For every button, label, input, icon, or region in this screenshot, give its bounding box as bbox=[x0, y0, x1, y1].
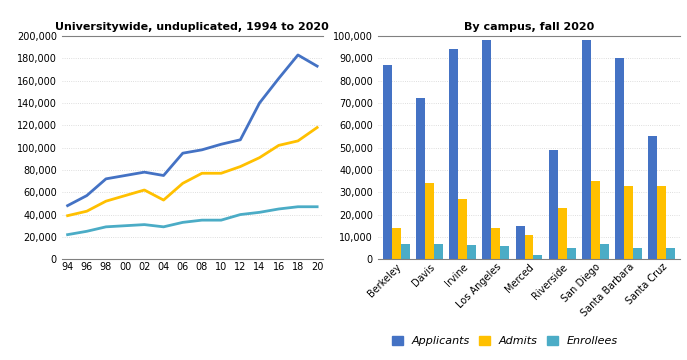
Title: Universitywide, unduplicated, 1994 to 2020: Universitywide, unduplicated, 1994 to 20… bbox=[56, 22, 329, 32]
Bar bbox=[600, 244, 609, 259]
Bar bbox=[649, 136, 657, 259]
Bar bbox=[500, 246, 509, 259]
Bar bbox=[482, 40, 491, 259]
Bar bbox=[524, 235, 534, 259]
Bar bbox=[491, 228, 500, 259]
Bar bbox=[458, 199, 467, 259]
Bar bbox=[666, 248, 675, 259]
Bar bbox=[633, 248, 642, 259]
Bar bbox=[433, 244, 443, 259]
Bar bbox=[467, 245, 476, 259]
Bar bbox=[515, 226, 524, 259]
Bar bbox=[392, 228, 401, 259]
Title: By campus, fall 2020: By campus, fall 2020 bbox=[464, 22, 594, 32]
Bar bbox=[615, 58, 624, 259]
Bar bbox=[558, 208, 567, 259]
Bar bbox=[549, 150, 558, 259]
Bar bbox=[624, 185, 633, 259]
Bar bbox=[425, 183, 433, 259]
Bar bbox=[657, 185, 666, 259]
Bar bbox=[383, 65, 392, 259]
Bar bbox=[582, 40, 591, 259]
Bar bbox=[567, 248, 576, 259]
Bar bbox=[534, 255, 543, 259]
Legend: Applicants, Admits, Enrollees: Applicants, Admits, Enrollees bbox=[387, 332, 622, 351]
Bar bbox=[401, 244, 409, 259]
Bar bbox=[416, 99, 425, 259]
Bar bbox=[591, 181, 600, 259]
Bar bbox=[449, 49, 458, 259]
